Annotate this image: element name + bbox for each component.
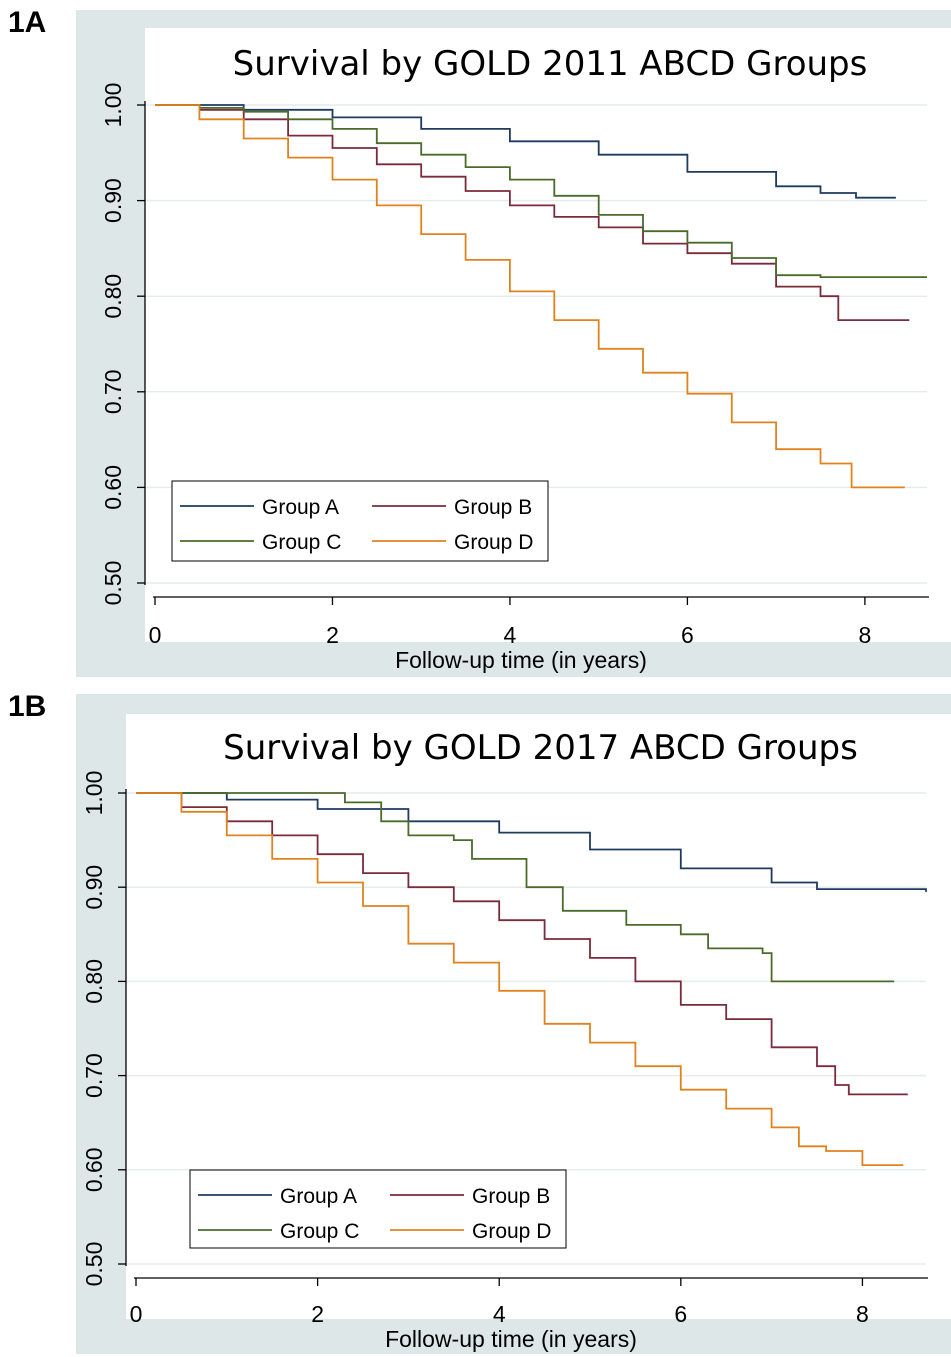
x-tick-label-1a-2: 4	[504, 622, 517, 648]
x-tick-label-1a-0: 0	[149, 622, 162, 648]
legend-label-1b-3: Group D	[472, 1220, 551, 1243]
y-tick-label-1b-3: 0.80	[81, 959, 107, 1004]
panel-label-1a: 1A	[8, 6, 47, 39]
legend-box-1b	[189, 1169, 567, 1249]
y-tick-label-1a-1: 0.60	[100, 465, 126, 510]
legend-label-1a-2: Group C	[262, 531, 341, 554]
x-axis-title-1a: Follow-up time (in years)	[395, 647, 647, 673]
series-line-1b-group-c	[136, 792, 895, 983]
series-line-1b-group-b	[136, 792, 908, 1096]
series-line-1a-group-a	[155, 104, 896, 199]
x-tick-label-1a-3: 6	[681, 622, 694, 648]
y-tick-label-1b-2: 0.70	[81, 1053, 107, 1098]
x-tick-label-1b-4: 8	[856, 1301, 869, 1327]
panel-label-1b: 1B	[8, 690, 47, 723]
legend-label-1b-1: Group B	[472, 1185, 550, 1208]
x-tick-label-1a-4: 8	[858, 622, 871, 648]
x-tick-label-1b-0: 0	[130, 1301, 143, 1327]
y-tick-label-1a-4: 0.90	[100, 178, 126, 223]
y-tick-label-1b-4: 0.90	[81, 865, 107, 910]
series-line-1a-group-c	[155, 104, 927, 278]
chart-title-1b: Survival by GOLD 2017 ABCD Groups	[223, 728, 858, 768]
y-tick-label-1a-2: 0.70	[100, 369, 126, 414]
chart-title-1a: Survival by GOLD 2011 ABCD Groups	[233, 44, 868, 84]
x-tick-label-1b-1: 2	[311, 1301, 324, 1327]
y-tick-label-1b-5: 1.00	[81, 771, 107, 816]
y-tick-label-1b-1: 0.60	[81, 1147, 107, 1192]
y-tick-label-1a-5: 1.00	[100, 83, 126, 128]
legend-box-1a	[171, 480, 549, 562]
x-tick-label-1b-2: 4	[493, 1301, 506, 1327]
legend-label-1b-0: Group A	[280, 1185, 357, 1208]
legend-label-1b-2: Group C	[280, 1220, 359, 1243]
y-tick-label-1b-0: 0.50	[81, 1242, 107, 1287]
series-line-1a-group-d	[155, 104, 905, 489]
y-tick-label-1a-3: 0.80	[100, 274, 126, 319]
y-tick-label-1a-0: 0.50	[100, 561, 126, 606]
legend-label-1a-3: Group D	[454, 531, 533, 554]
legend-label-1a-0: Group A	[262, 496, 339, 519]
series-line-1b-group-d	[136, 792, 904, 1166]
survival-chart-gold-2017: Survival by GOLD 2017 ABCD Groups 0.50 0.6…	[76, 694, 951, 1354]
series-line-1b-group-a	[136, 792, 927, 892]
survival-chart-gold-2011: Survival by GOLD 2011 ABCD Groups 0.50 0.6…	[76, 10, 951, 677]
legend-label-1a-1: Group B	[454, 496, 532, 519]
x-tick-label-1b-3: 6	[674, 1301, 687, 1327]
x-tick-label-1a-1: 2	[326, 622, 339, 648]
x-axis-title-1b: Follow-up time (in years)	[385, 1326, 637, 1352]
